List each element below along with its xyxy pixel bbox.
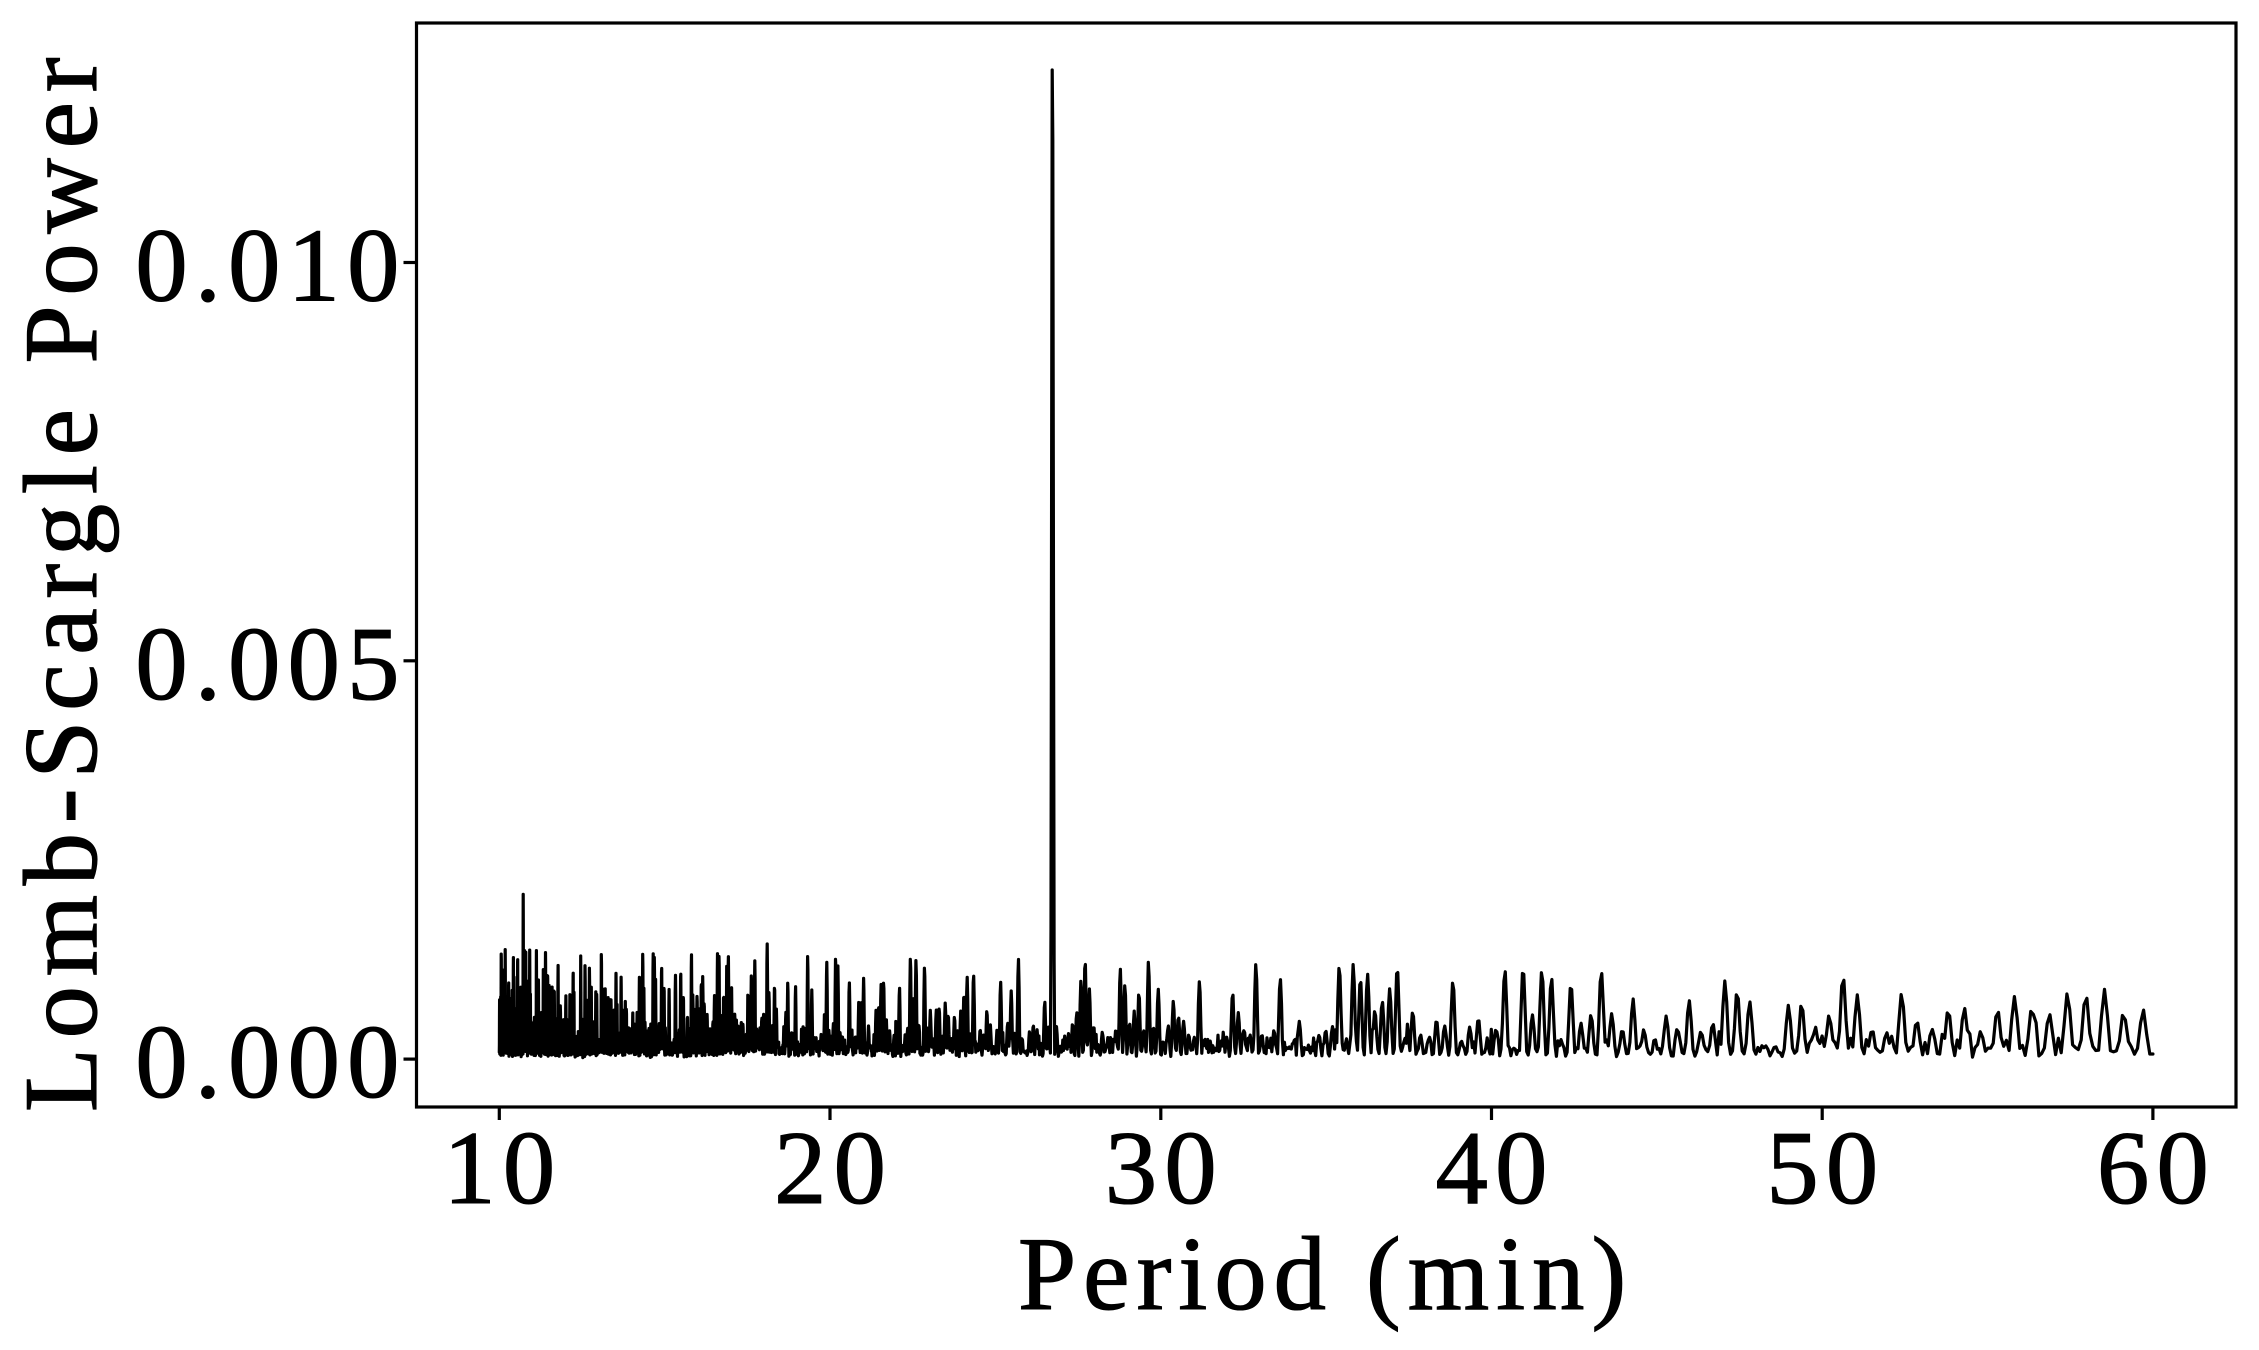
svg-text:Period (min): Period (min) bbox=[1018, 1215, 1633, 1332]
svg-text:50: 50 bbox=[1766, 1109, 1885, 1226]
svg-text:60: 60 bbox=[2097, 1109, 2216, 1226]
svg-text:20: 20 bbox=[774, 1109, 893, 1226]
svg-text:30: 30 bbox=[1105, 1109, 1224, 1226]
svg-text:0.010: 0.010 bbox=[135, 207, 406, 324]
svg-text:0.000: 0.000 bbox=[135, 1003, 406, 1120]
svg-text:Lomb-Scargle Power: Lomb-Scargle Power bbox=[2, 48, 119, 1112]
svg-text:40: 40 bbox=[1436, 1109, 1555, 1226]
svg-text:10: 10 bbox=[443, 1109, 562, 1226]
svg-text:0.005: 0.005 bbox=[135, 605, 406, 722]
